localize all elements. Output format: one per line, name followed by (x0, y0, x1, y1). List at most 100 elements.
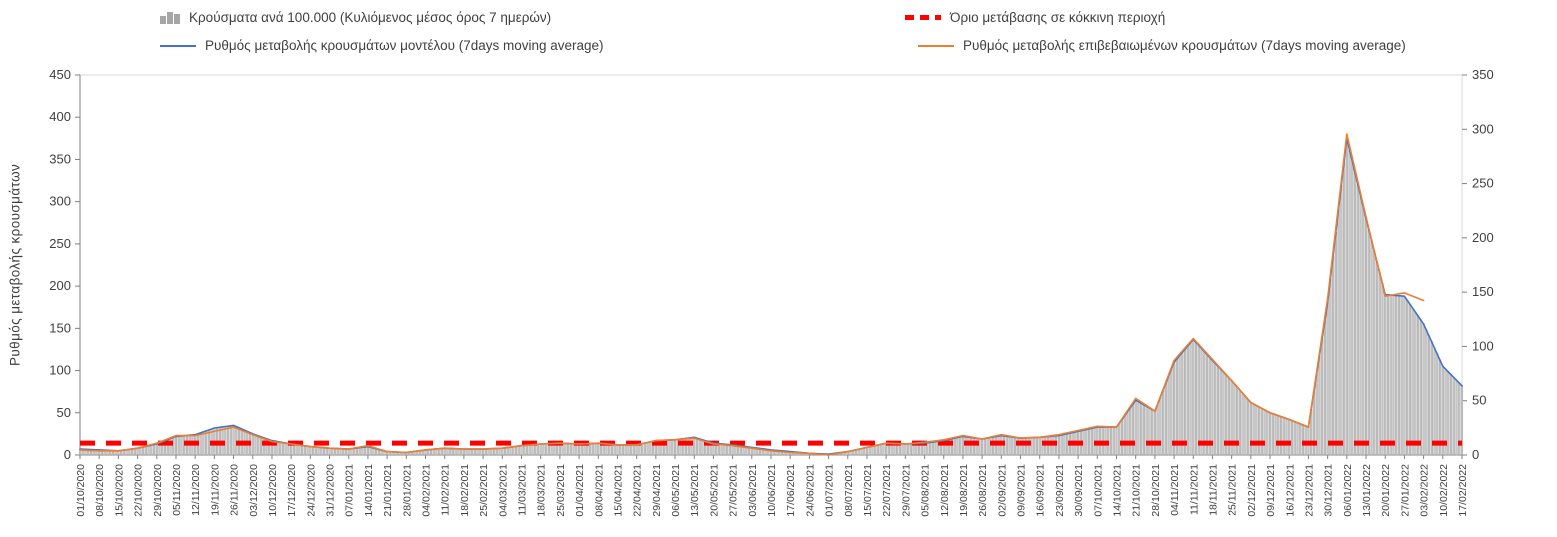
svg-text:300: 300 (1472, 121, 1494, 136)
svg-text:31/12/2020: 31/12/2020 (325, 464, 337, 517)
svg-text:400: 400 (49, 109, 71, 124)
svg-text:05/11/2020: 05/11/2020 (171, 464, 183, 516)
svg-text:14/01/2021: 14/01/2021 (363, 464, 375, 517)
svg-text:15/10/2020: 15/10/2020 (113, 464, 125, 517)
svg-text:15/07/2021: 15/07/2021 (862, 464, 874, 517)
svg-text:30/12/2021: 30/12/2021 (1323, 464, 1335, 517)
legend-label-cases-bars: Κρούσματα ανά 100.000 (Κυλιόμενος μέσος … (189, 10, 552, 25)
svg-text:20/01/2022: 20/01/2022 (1380, 464, 1392, 517)
svg-text:18/03/2021: 18/03/2021 (536, 464, 548, 517)
svg-text:09/12/2021: 09/12/2021 (1265, 464, 1277, 517)
svg-text:29/10/2020: 29/10/2020 (152, 464, 164, 517)
svg-text:09/09/2021: 09/09/2021 (1016, 464, 1028, 517)
svg-text:100: 100 (49, 363, 71, 378)
svg-text:22/10/2020: 22/10/2020 (133, 464, 145, 517)
svg-text:250: 250 (1472, 176, 1494, 191)
svg-text:350: 350 (1472, 67, 1494, 82)
svg-text:07/01/2021: 07/01/2021 (344, 464, 356, 517)
svg-text:350: 350 (49, 151, 71, 166)
model-line (79, 137, 1463, 455)
confirmed-line (79, 133, 1425, 456)
svg-text:17/02/2022: 17/02/2022 (1457, 464, 1469, 517)
svg-text:25/11/2021: 25/11/2021 (1227, 464, 1239, 516)
svg-text:27/01/2022: 27/01/2022 (1399, 464, 1411, 517)
legend-item-threshold: Όριο μετάβασης σε κόκκινη περιοχή (905, 10, 1165, 25)
model-line-marker-icon (160, 44, 196, 47)
svg-text:28/01/2021: 28/01/2021 (401, 464, 413, 517)
legend-label-threshold: Όριο μετάβασης σε κόκκινη περιοχή (950, 10, 1166, 25)
svg-text:08/07/2021: 08/07/2021 (843, 464, 855, 517)
svg-text:23/12/2021: 23/12/2021 (1303, 464, 1315, 517)
svg-text:14/10/2021: 14/10/2021 (1112, 464, 1124, 517)
svg-text:01/07/2021: 01/07/2021 (824, 464, 836, 517)
svg-text:12/08/2021: 12/08/2021 (939, 464, 951, 517)
svg-text:19/11/2020: 19/11/2020 (209, 464, 221, 516)
legend-item-model-line: Ρυθμός μεταβολής κρουσμάτων μοντέλου (7d… (160, 38, 604, 53)
svg-text:17/12/2020: 17/12/2020 (286, 464, 298, 517)
svg-text:450: 450 (49, 67, 71, 82)
y-axis-title: Ρυθμός μεταβολής κρουσμάτων (7, 163, 23, 367)
svg-text:250: 250 (49, 236, 71, 251)
svg-text:30/09/2021: 30/09/2021 (1073, 464, 1085, 517)
svg-text:05/08/2021: 05/08/2021 (920, 464, 932, 517)
svg-text:25/03/2021: 25/03/2021 (555, 464, 567, 517)
svg-text:06/01/2022: 06/01/2022 (1342, 464, 1354, 517)
threshold-marker-icon (905, 15, 941, 20)
bars-series (78, 137, 1464, 456)
svg-text:13/05/2021: 13/05/2021 (689, 464, 701, 517)
left-axis-ticks: 0 50 100 150 200 250 300 350 400 450 (49, 67, 80, 462)
svg-text:21/01/2021: 21/01/2021 (382, 464, 394, 517)
svg-text:10/12/2020: 10/12/2020 (267, 464, 279, 517)
svg-text:0: 0 (64, 447, 71, 462)
svg-text:02/12/2021: 02/12/2021 (1246, 464, 1258, 517)
svg-text:01/10/2020: 01/10/2020 (75, 464, 87, 517)
svg-text:01/04/2021: 01/04/2021 (574, 464, 586, 517)
svg-text:02/09/2021: 02/09/2021 (996, 464, 1008, 517)
plot-border (79, 74, 1463, 456)
bar-series-marker-icon (160, 11, 180, 24)
svg-text:12/11/2020: 12/11/2020 (190, 464, 202, 516)
svg-text:11/03/2021: 11/03/2021 (516, 464, 528, 516)
svg-text:04/11/2021: 04/11/2021 (1169, 464, 1181, 516)
svg-text:18/02/2021: 18/02/2021 (459, 464, 471, 517)
svg-text:50: 50 (1472, 393, 1486, 408)
svg-text:20/05/2021: 20/05/2021 (708, 464, 720, 517)
svg-text:50: 50 (57, 405, 71, 420)
legend-label-confirmed-line: Ρυθμός μεταβολής επιβεβαιωμένων κρουσμάτ… (963, 38, 1406, 53)
svg-text:150: 150 (49, 320, 71, 335)
svg-text:16/12/2021: 16/12/2021 (1284, 464, 1296, 517)
svg-text:300: 300 (49, 194, 71, 209)
svg-text:18/11/2021: 18/11/2021 (1207, 464, 1219, 516)
svg-text:26/08/2021: 26/08/2021 (977, 464, 989, 517)
legend-item-confirmed-line: Ρυθμός μεταβολής επιβεβαιωμένων κρουσμάτ… (918, 38, 1406, 53)
svg-text:10/06/2021: 10/06/2021 (766, 464, 778, 517)
svg-text:03/02/2022: 03/02/2022 (1419, 464, 1431, 517)
svg-text:24/06/2021: 24/06/2021 (804, 464, 816, 517)
svg-text:0: 0 (1472, 447, 1479, 462)
svg-text:23/09/2021: 23/09/2021 (1054, 464, 1066, 517)
svg-text:29/04/2021: 29/04/2021 (651, 464, 663, 517)
legend-label-model-line: Ρυθμός μεταβολής κρουσμάτων μοντέλου (7d… (205, 38, 604, 53)
svg-text:11/11/2021: 11/11/2021 (1188, 464, 1200, 515)
right-axis-ticks: 0 50 100 150 200 250 300 350 (1462, 67, 1494, 462)
svg-text:29/07/2021: 29/07/2021 (900, 464, 912, 517)
svg-text:19/08/2021: 19/08/2021 (958, 464, 970, 517)
svg-text:200: 200 (49, 278, 71, 293)
svg-text:11/02/2021: 11/02/2021 (440, 464, 452, 516)
svg-text:10/02/2022: 10/02/2022 (1438, 464, 1450, 517)
svg-text:27/05/2021: 27/05/2021 (728, 464, 740, 517)
svg-text:25/02/2021: 25/02/2021 (478, 464, 490, 517)
svg-text:200: 200 (1472, 230, 1494, 245)
svg-text:26/11/2020: 26/11/2020 (229, 464, 241, 516)
svg-text:06/05/2021: 06/05/2021 (670, 464, 682, 517)
svg-text:22/04/2021: 22/04/2021 (632, 464, 644, 517)
svg-text:28/10/2021: 28/10/2021 (1150, 464, 1162, 517)
svg-text:24/12/2020: 24/12/2020 (305, 464, 317, 517)
svg-text:100: 100 (1472, 338, 1494, 353)
svg-text:03/06/2021: 03/06/2021 (747, 464, 759, 517)
confirmed-line-marker-icon (918, 44, 954, 47)
svg-text:07/10/2021: 07/10/2021 (1092, 464, 1104, 517)
legend-item-cases-bars: Κρούσματα ανά 100.000 (Κυλιόμενος μέσος … (160, 10, 551, 25)
x-axis-labels: 01/10/2020 08/10/2020 15/10/2020 22/10/2020… (75, 455, 1469, 517)
